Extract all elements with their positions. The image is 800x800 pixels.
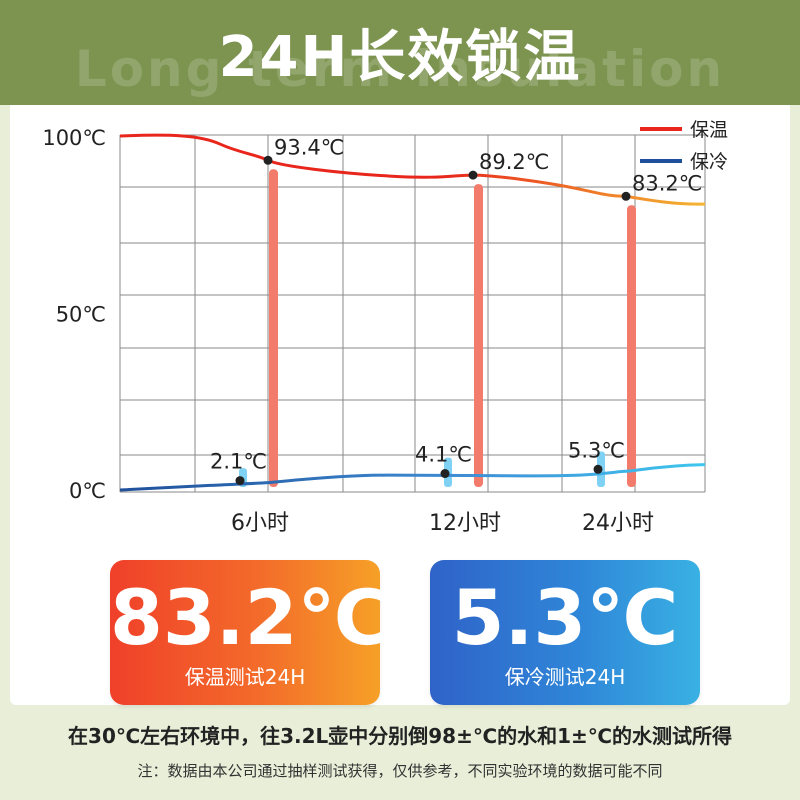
warm-data-point: [621, 191, 631, 201]
cold-data-point: [440, 469, 450, 479]
y-tick-label: 50℃: [56, 303, 106, 327]
disclaimer-note: 注：数据由本公司通过抽样测试获得，仅供参考，不同实验环境的数据可能不同: [137, 762, 663, 780]
temperature-chart: 100℃ 50℃ 0℃ 6小时 12小时 24小时 93.4℃ 89.2℃ 83.2℃ 2.1℃ 4…: [42, 119, 728, 536]
cold-data-point: [235, 476, 245, 486]
warm-value-label: 83.2℃: [632, 171, 702, 195]
cold-value-label: 5.3℃: [568, 438, 625, 462]
cold-data-point: [593, 464, 603, 474]
header-title: 24H长效锁温: [218, 25, 582, 90]
x-tick-label: 12小时: [429, 511, 501, 536]
warm-data-point: [468, 170, 478, 180]
cold-result-value: 5.3℃: [451, 573, 679, 662]
chart-legend: [640, 127, 682, 163]
legend-label-cold: 保冷: [690, 151, 728, 173]
warm-data-point: [263, 155, 273, 165]
warm-bar: [269, 169, 278, 487]
test-condition-note: 在30℃左右环境中，往3.2L壶中分别倒98±℃的水和1±℃的水测试所得: [68, 724, 732, 748]
warm-value-label: 89.2℃: [479, 150, 549, 174]
x-tick-label: 6小时: [231, 511, 289, 536]
y-tick-label: 100℃: [42, 126, 106, 150]
warm-result-label: 保温测试24H: [184, 665, 306, 689]
warm-result-card: 83.2℃ 保温测试24H: [110, 560, 390, 705]
warm-result-value: 83.2℃: [110, 573, 390, 662]
y-tick-label: 0℃: [69, 479, 106, 503]
warm-curve: [119, 133, 706, 206]
warm-value-label: 93.4℃: [274, 135, 344, 159]
cold-result-label: 保冷测试24H: [504, 665, 626, 689]
cold-value-label: 2.1℃: [210, 450, 267, 474]
cold-value-label: 4.1℃: [415, 443, 472, 467]
header-subtitle: Long-term insulation: [74, 40, 726, 98]
cold-curve: [119, 463, 706, 492]
x-tick-label: 24小时: [582, 511, 654, 536]
warm-bar: [474, 184, 483, 487]
cold-result-card: 5.3℃ 保冷测试24H: [430, 560, 700, 705]
header-banner: Long-term insulation 24H长效锁温: [0, 0, 800, 105]
warm-bar: [627, 205, 636, 487]
legend-label-warm: 保温: [690, 119, 728, 141]
